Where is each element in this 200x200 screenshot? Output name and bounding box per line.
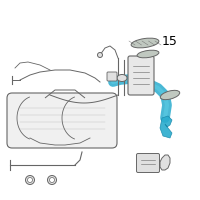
FancyBboxPatch shape: [107, 72, 117, 81]
Ellipse shape: [28, 178, 32, 182]
Ellipse shape: [48, 176, 57, 184]
Polygon shape: [160, 155, 170, 170]
Ellipse shape: [26, 176, 35, 184]
Ellipse shape: [160, 90, 180, 100]
FancyBboxPatch shape: [136, 154, 160, 172]
Ellipse shape: [50, 178, 54, 182]
FancyBboxPatch shape: [7, 93, 117, 148]
FancyBboxPatch shape: [128, 56, 154, 95]
Ellipse shape: [117, 74, 127, 82]
Ellipse shape: [137, 50, 159, 58]
Ellipse shape: [98, 52, 102, 58]
Polygon shape: [160, 116, 172, 138]
Ellipse shape: [131, 38, 159, 48]
Text: 15: 15: [162, 35, 178, 48]
